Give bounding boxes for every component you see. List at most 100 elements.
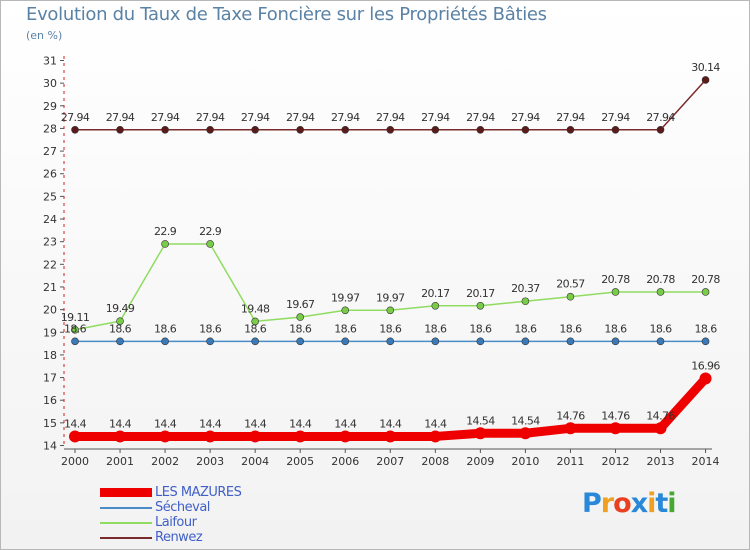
- data-label-laifour: 20.78: [691, 273, 720, 286]
- legend-swatch: [100, 522, 152, 524]
- data-label-les-mazures: 14.54: [511, 414, 540, 427]
- data-point-renwez: [296, 126, 305, 134]
- y-tick-label: 16: [43, 394, 57, 407]
- data-point-renwez: [476, 126, 485, 134]
- y-tick-label: 15: [43, 417, 57, 430]
- data-point-s-cheval: [161, 337, 169, 346]
- data-label-s-cheval: 18.6: [154, 322, 177, 335]
- y-tick-label: 18: [43, 349, 57, 362]
- data-label-renwez: 27.94: [556, 111, 585, 124]
- data-label-renwez: 27.94: [466, 111, 495, 124]
- chart-subtitle: (en %): [26, 29, 63, 42]
- data-label-laifour: 19.97: [331, 291, 360, 304]
- data-point-laifour: [116, 317, 124, 325]
- data-label-renwez: 27.94: [61, 111, 90, 124]
- data-point-laifour: [386, 306, 395, 315]
- data-point-les-mazures: [294, 430, 307, 443]
- data-label-s-cheval: 18.6: [649, 322, 672, 335]
- x-tick-label: 2001: [106, 455, 134, 468]
- data-label-laifour: 20.37: [511, 282, 540, 295]
- data-point-renwez: [431, 126, 440, 134]
- data-label-laifour: 19.97: [376, 291, 405, 304]
- x-tick-label: 2000: [61, 455, 89, 468]
- x-tick-label: 2008: [421, 455, 449, 468]
- x-tick-label: 2014: [692, 455, 720, 468]
- data-point-renwez: [611, 126, 620, 134]
- data-point-renwez: [701, 76, 710, 84]
- data-label-renwez: 27.94: [286, 111, 315, 124]
- logo-letter: i: [667, 488, 676, 519]
- data-label-renwez: 27.94: [376, 111, 405, 124]
- data-label-les-mazures: 14.4: [154, 417, 177, 430]
- y-tick-label: 28: [43, 122, 57, 135]
- data-label-renwez: 27.94: [106, 111, 135, 124]
- data-label-s-cheval: 18.6: [334, 322, 357, 335]
- data-point-les-mazures: [339, 430, 352, 443]
- data-label-les-mazures: 14.54: [466, 414, 495, 427]
- x-tick-label: 2013: [647, 455, 675, 468]
- logo-letter: r: [600, 488, 614, 519]
- data-point-renwez: [206, 126, 214, 134]
- legend-label: LES MAZURES: [155, 485, 242, 500]
- legend-swatch: [100, 537, 152, 539]
- data-point-renwez: [161, 126, 169, 134]
- data-label-renwez: 27.94: [331, 111, 360, 124]
- data-point-les-mazures: [159, 430, 172, 443]
- data-label-renwez: 27.94: [241, 111, 270, 124]
- data-point-renwez: [656, 126, 665, 134]
- data-label-laifour: 19.48: [241, 302, 270, 315]
- data-label-les-mazures: 14.4: [424, 417, 447, 430]
- data-point-s-cheval: [431, 337, 440, 346]
- data-label-les-mazures: 14.4: [379, 417, 402, 430]
- data-label-s-cheval: 18.6: [695, 322, 718, 335]
- proxiti-logo: Proxiti: [582, 488, 677, 519]
- data-point-s-cheval: [656, 337, 665, 346]
- y-tick-label: 20: [43, 304, 57, 317]
- legend-swatch: [100, 507, 152, 509]
- y-tick-label: 29: [43, 100, 57, 113]
- data-label-les-mazures: 14.76: [556, 409, 585, 422]
- data-label-s-cheval: 18.6: [469, 322, 492, 335]
- data-label-s-cheval: 18.6: [559, 322, 582, 335]
- series-line-laifour: [74, 243, 706, 331]
- x-tick-label: 2009: [466, 455, 494, 468]
- data-point-laifour: [566, 292, 575, 301]
- data-label-laifour: 19.49: [106, 302, 135, 315]
- y-tick-label: 21: [43, 281, 57, 294]
- x-tick-label: 2007: [376, 455, 404, 468]
- x-tick-label: 2006: [331, 455, 359, 468]
- data-point-laifour: [71, 325, 79, 334]
- data-point-s-cheval: [206, 337, 214, 346]
- data-point-s-cheval: [476, 337, 485, 346]
- data-point-laifour: [476, 301, 485, 310]
- data-point-laifour: [296, 313, 305, 321]
- data-point-les-mazures: [69, 430, 81, 443]
- data-point-les-mazures: [429, 430, 442, 443]
- data-point-les-mazures: [249, 430, 262, 443]
- data-point-les-mazures: [204, 430, 217, 443]
- y-tick-label: 31: [43, 55, 57, 68]
- data-point-s-cheval: [701, 337, 710, 346]
- data-point-s-cheval: [116, 337, 124, 346]
- data-point-renwez: [341, 126, 350, 134]
- data-point-les-mazures: [564, 422, 577, 435]
- data-label-laifour: 19.67: [286, 298, 315, 311]
- data-label-renwez: 27.94: [151, 111, 180, 124]
- data-label-s-cheval: 18.6: [289, 322, 312, 335]
- data-point-laifour: [251, 317, 259, 326]
- x-tick-label: 2005: [286, 455, 314, 468]
- data-point-les-mazures: [699, 372, 712, 385]
- data-point-laifour: [341, 306, 350, 315]
- data-label-s-cheval: 18.6: [379, 322, 402, 335]
- data-label-les-mazures: 14.76: [646, 409, 675, 422]
- data-label-s-cheval: 18.6: [199, 322, 222, 335]
- data-label-renwez: 30.14: [691, 61, 720, 74]
- x-tick-label: 2012: [601, 455, 629, 468]
- data-point-renwez: [116, 126, 124, 134]
- data-point-laifour: [611, 288, 620, 296]
- x-tick-label: 2002: [151, 455, 179, 468]
- logo-letter: o: [613, 488, 632, 519]
- data-label-renwez: 27.94: [601, 111, 630, 124]
